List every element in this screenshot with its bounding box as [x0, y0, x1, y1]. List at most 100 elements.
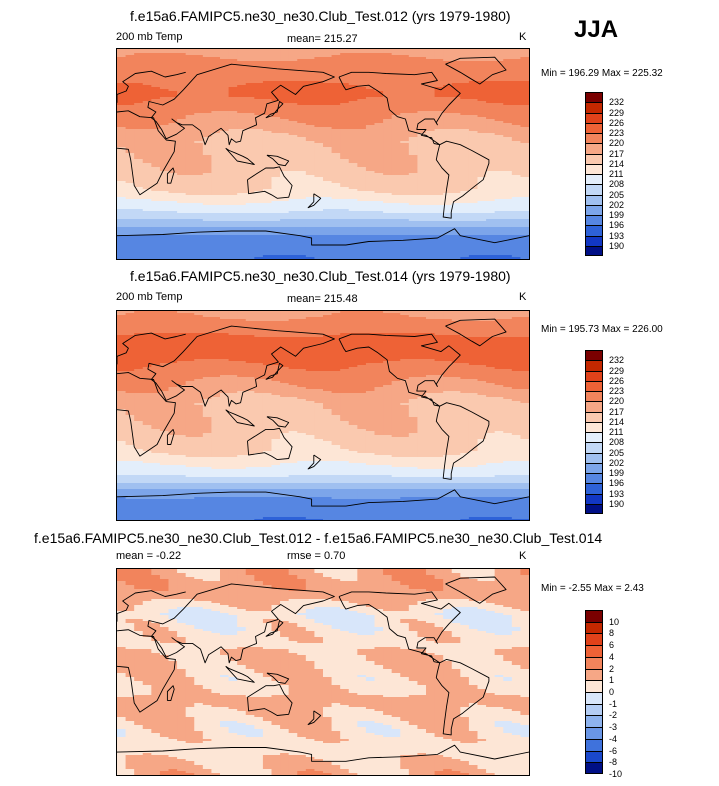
map-field-cell — [194, 255, 204, 258]
map-field-cell — [460, 239, 470, 242]
map-field-cell — [400, 223, 410, 226]
map-field-cell — [194, 211, 204, 214]
map-field-cell — [383, 157, 393, 160]
map-field-cell — [520, 95, 529, 98]
map-field-cell — [280, 149, 290, 152]
map-field-cell — [117, 189, 127, 192]
map-field-cell — [228, 253, 238, 256]
map-field-cell — [168, 161, 178, 164]
map-field-cell — [271, 221, 281, 224]
map-field-cell — [211, 173, 221, 176]
map-field-cell — [468, 139, 479, 142]
map-field-cell — [383, 237, 393, 240]
map-field-cell — [185, 129, 195, 132]
map-field-cell — [357, 105, 367, 108]
map-field-cell — [374, 207, 384, 210]
map-field-cell — [177, 103, 187, 106]
map-field-cell — [117, 73, 127, 76]
map-field-cell — [486, 155, 496, 158]
map-field-cell — [288, 243, 298, 246]
map-field-cell — [323, 97, 333, 100]
map-field-cell — [185, 147, 195, 150]
map-field-cell — [520, 101, 529, 104]
map-field-cell — [194, 69, 204, 72]
map-field-cell — [357, 55, 367, 58]
map-field-cell — [434, 243, 444, 246]
map-field-cell — [486, 251, 496, 254]
map-field-cell — [477, 147, 487, 150]
map-field-cell — [288, 73, 298, 76]
map-field-cell — [271, 103, 281, 106]
map-field-cell — [211, 121, 221, 124]
map-field-cell — [159, 105, 170, 108]
map-field-cell — [168, 89, 178, 92]
map-field-cell — [408, 133, 419, 136]
map-field-cell — [451, 243, 461, 246]
map-field-cell — [520, 75, 529, 78]
map-field-cell — [511, 143, 522, 146]
map-field-cell — [125, 69, 135, 72]
map-field-cell — [511, 171, 522, 174]
map-field-cell — [125, 57, 135, 60]
map-field-cell — [443, 247, 453, 250]
map-field-cell — [288, 189, 298, 192]
map-field-cell — [159, 175, 170, 178]
map-field-cell — [503, 189, 513, 192]
map-field-cell — [280, 171, 290, 174]
map-field-cell — [117, 139, 127, 142]
map-field-cell — [451, 159, 461, 162]
map-field-cell — [288, 183, 298, 186]
map-field-cell — [494, 205, 504, 208]
map-field-cell — [391, 223, 401, 226]
map-field-cell — [520, 67, 529, 70]
map-field-cell — [211, 73, 221, 76]
map-field-cell — [434, 225, 444, 228]
map-field-cell — [288, 137, 298, 140]
map-field-cell — [134, 201, 144, 204]
map-field-cell — [237, 215, 247, 218]
map-field-cell — [323, 71, 333, 74]
map-field-cell — [468, 51, 479, 54]
map-field-cell — [477, 107, 487, 110]
map-field-cell — [331, 73, 341, 76]
map-field-cell — [520, 219, 529, 222]
map-field-cell — [340, 205, 350, 208]
map-field-cell — [117, 239, 127, 242]
map-field-cell — [177, 237, 187, 240]
map-field-cell — [511, 137, 522, 140]
map-field-cell — [331, 237, 341, 240]
map-field-cell — [417, 131, 427, 134]
map-field-cell — [117, 229, 127, 232]
map-field-cell — [211, 219, 221, 222]
map-field-cell — [254, 225, 264, 228]
map-field-cell — [426, 203, 436, 206]
map-field-cell — [151, 75, 161, 78]
map-field-cell — [477, 127, 487, 130]
map-field-cell — [159, 131, 170, 134]
map-field-cell — [408, 135, 419, 138]
map-field-cell — [220, 153, 230, 156]
map-field-cell — [228, 241, 238, 244]
map-field-cell — [314, 175, 324, 178]
map-field-cell — [185, 219, 195, 222]
map-field-cell — [460, 231, 470, 234]
map-field-cell — [520, 255, 529, 258]
map-field-cell — [451, 55, 461, 58]
map-field-cell — [202, 193, 213, 196]
map-field-cell — [391, 141, 401, 144]
map-field-cell — [142, 79, 152, 82]
map-field-cell — [494, 105, 504, 108]
map-field-cell — [271, 89, 281, 92]
map-field-cell — [151, 127, 161, 130]
map-field-cell — [271, 237, 281, 240]
map-field-cell — [451, 147, 461, 150]
map-field-cell — [520, 189, 529, 192]
map-field-cell — [460, 93, 470, 96]
map-field-cell — [331, 253, 341, 256]
map-field-cell — [202, 149, 213, 152]
map-field-cell — [220, 51, 230, 54]
map-field-cell — [408, 123, 419, 126]
map-field-cell — [220, 233, 230, 236]
map-field-cell — [468, 177, 479, 180]
map-field-cell — [443, 61, 453, 64]
